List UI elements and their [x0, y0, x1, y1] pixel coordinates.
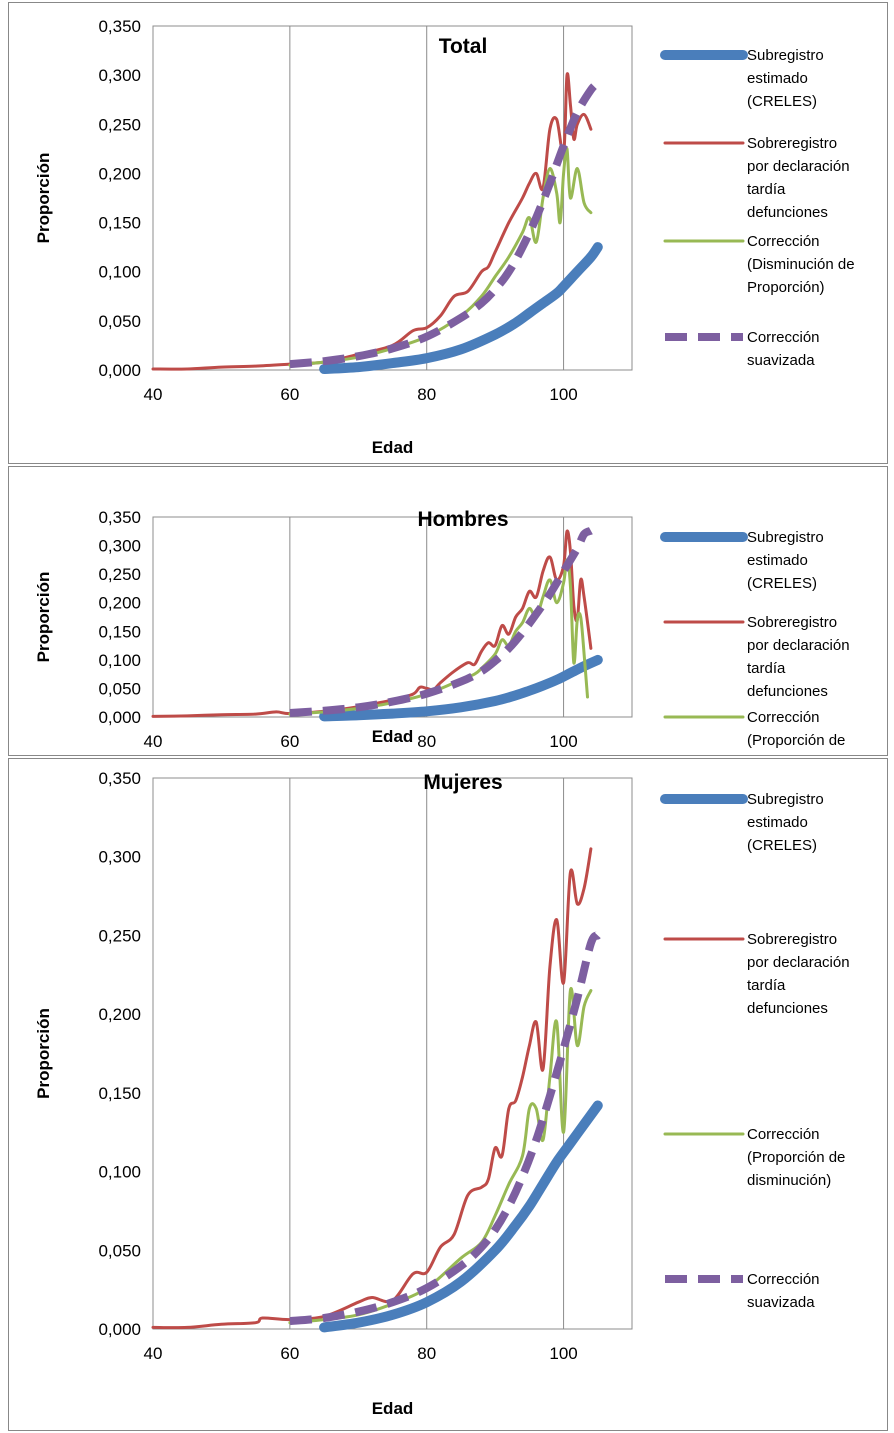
legend-label: Subregistro estimado (CRELES): [747, 47, 824, 110]
x-tick-label: 80: [417, 732, 436, 751]
series-line: [288, 146, 593, 367]
series-line: [289, 931, 601, 1326]
y-tick-label: 0,050: [98, 312, 141, 331]
y-tick-label: 0,250: [98, 565, 141, 584]
legend-label: Sobreregistro por declaración tardía defunc…: [747, 931, 850, 1017]
x-tick-label: 60: [280, 732, 299, 751]
y-tick-label: 0,300: [98, 537, 141, 556]
y-tick-label: 0,200: [98, 1005, 141, 1024]
chart-panel-total: 0,000 0,050 0,100 0,150 0,200 0,250 0,300 0,350…: [8, 2, 888, 464]
legend-label: Sobreregistro por declaración tardía defunc…: [747, 614, 850, 700]
legend-label: Sobreregistro por declaración tardía defunc…: [747, 135, 850, 221]
x-axis-label: Edad: [372, 438, 414, 457]
x-tick-label: 60: [280, 1344, 299, 1363]
y-tick-label: 0,350: [98, 508, 141, 527]
x-tick-label: 60: [280, 385, 299, 404]
y-tick-label: 0,300: [98, 848, 141, 867]
chart-title: Hombres: [417, 508, 508, 531]
series-line: [319, 654, 603, 722]
x-tick-label: 40: [144, 1344, 163, 1363]
x-tick-label: 100: [549, 732, 577, 751]
series-line: [319, 1100, 603, 1333]
y-tick-label: 0,000: [98, 1320, 141, 1339]
x-axis-label: Edad: [372, 727, 414, 746]
y-axis-label: Proporción: [34, 153, 53, 244]
series-line: [151, 847, 593, 1330]
x-axis-label: Edad: [372, 1399, 414, 1418]
plot-area: [152, 25, 633, 371]
x-tick-label: 100: [549, 385, 577, 404]
chart-mujeres: 0,000 0,050 0,100 0,150 0,200 0,250 0,300 0,350…: [34, 769, 850, 1418]
plot-area: [152, 516, 633, 718]
plot-area: [152, 777, 633, 1330]
y-tick-label: 0,250: [98, 926, 141, 945]
legend-label: Corrección suavizada: [747, 329, 820, 369]
y-tick-label: 0,000: [98, 361, 141, 380]
y-tick-label: 0,350: [98, 769, 141, 788]
y-tick-label: 0,350: [98, 17, 141, 36]
legend-label: Corrección suavizada: [747, 1271, 820, 1311]
legend-label: Corrección (Disminución de Proporción): [747, 233, 855, 296]
chart-hombres: 0,000 0,050 0,100 0,150 0,200 0,250 0,300 0,350…: [34, 508, 850, 755]
y-axis-label: Proporción: [34, 1008, 53, 1099]
y-tick-label: 0,050: [98, 679, 141, 698]
x-tick-label: 80: [417, 1344, 436, 1363]
y-tick-label: 0,150: [98, 622, 141, 641]
y-tick-label: 0,000: [98, 708, 141, 727]
y-tick-label: 0,100: [98, 1163, 141, 1182]
y-tick-label: 0,300: [98, 66, 141, 85]
legend-label: Subregistro estimado (CRELES): [747, 529, 824, 592]
series-line: [319, 242, 603, 374]
x-tick-label: 80: [417, 385, 436, 404]
y-tick-label: 0,150: [98, 214, 141, 233]
chart-panel-mujeres: 0,000 0,050 0,100 0,150 0,200 0,250 0,300 0,350…: [8, 758, 888, 1431]
x-tick-label: 100: [549, 1344, 577, 1363]
chart-total: 0,000 0,050 0,100 0,150 0,200 0,250 0,300 0,350…: [34, 17, 855, 457]
x-tick-label: 40: [144, 732, 163, 751]
series-line: [289, 526, 593, 717]
series-line: [289, 80, 601, 369]
y-axis-label: Proporción: [34, 572, 53, 663]
y-tick-label: 0,050: [98, 1241, 141, 1260]
chart-title: Total: [439, 35, 488, 58]
y-tick-label: 0,250: [98, 115, 141, 134]
y-tick-label: 0,200: [98, 164, 141, 183]
y-tick-label: 0,200: [98, 594, 141, 613]
chart-panel-hombres: 0,000 0,050 0,100 0,150 0,200 0,250 0,300 0,350…: [8, 466, 888, 756]
y-tick-label: 0,100: [98, 263, 141, 282]
chart-title: Mujeres: [423, 771, 502, 794]
y-tick-label: 0,100: [98, 651, 141, 670]
legend-label: Subregistro estimado (CRELES): [747, 791, 824, 854]
x-tick-label: 40: [144, 385, 163, 404]
y-tick-label: 0,150: [98, 1084, 141, 1103]
